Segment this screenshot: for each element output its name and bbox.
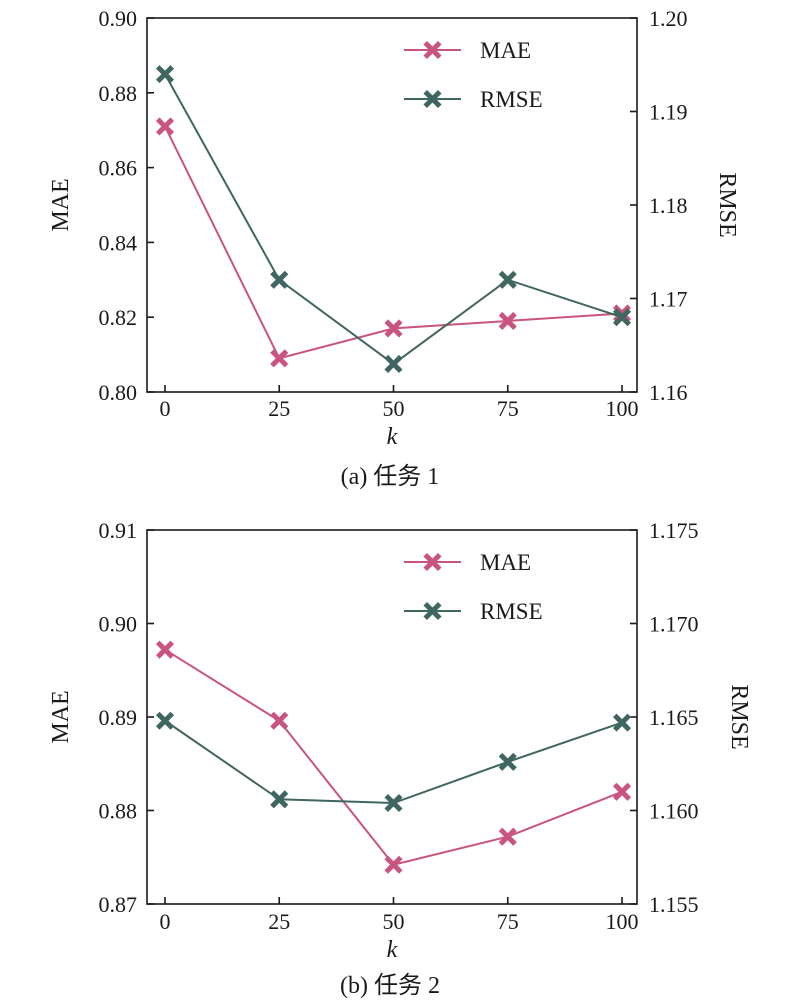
left-y-tick-label: 0.88 xyxy=(99,81,138,106)
right-y-axis-label: RMSE xyxy=(714,172,740,237)
legend-label-mae: MAE xyxy=(480,38,531,63)
chart-panel-b: 0 25 50 75 100 0.87 0.88 0.89 0.90 0.91 1.155 1.160… xyxy=(48,518,752,999)
left-y-tick-label: 0.90 xyxy=(99,6,138,31)
series-line-mae xyxy=(164,648,623,866)
data-point-rmse xyxy=(155,65,175,84)
x-tick-label: 25 xyxy=(268,909,290,934)
left-y-tick-label: 0.89 xyxy=(99,705,138,730)
data-point-rmse xyxy=(612,713,632,732)
data-point-mae xyxy=(384,319,403,338)
left-y-tick-label: 0.87 xyxy=(99,892,138,917)
x-axis-label: k xyxy=(387,424,398,450)
data-point-mae xyxy=(270,349,289,368)
data-point-mae xyxy=(155,640,175,659)
right-y-axis-label: RMSE xyxy=(726,684,752,749)
legend-marker-mae xyxy=(423,40,442,60)
legend-label-rmse: RMSE xyxy=(480,87,543,112)
data-point-mae xyxy=(612,782,632,801)
left-y-axis-label: MAE xyxy=(48,178,74,231)
right-y-tick-label: 1.17 xyxy=(649,287,688,312)
series-line-rmse xyxy=(164,719,623,805)
left-y-tick-label: 0.90 xyxy=(99,612,138,637)
data-point-rmse xyxy=(155,711,175,730)
data-point-rmse xyxy=(498,270,517,289)
legend-marker-mae xyxy=(423,552,442,572)
data-point-mae xyxy=(384,855,403,874)
left-y-tick-label: 0.91 xyxy=(99,518,138,543)
series-line-mae xyxy=(164,126,623,360)
x-tick-label: 100 xyxy=(606,909,639,934)
right-y-tick-label: 1.170 xyxy=(649,612,699,637)
right-y-tick-label: 1.16 xyxy=(649,380,688,405)
plot-frame xyxy=(146,17,638,393)
left-y-tick-label: 0.88 xyxy=(99,799,138,824)
data-point-mae xyxy=(498,827,517,846)
data-point-rmse xyxy=(270,270,289,289)
legend-marker-rmse xyxy=(423,601,442,621)
data-point-mae xyxy=(270,711,289,730)
right-y-tick-label: 1.20 xyxy=(649,6,688,31)
right-y-tick-label: 1.175 xyxy=(649,518,699,543)
legend-label-rmse: RMSE xyxy=(480,599,543,624)
plot-frame xyxy=(146,529,638,905)
left-y-tick-label: 0.82 xyxy=(99,305,138,330)
legend: MAE RMSE xyxy=(404,550,543,624)
legend: MAE RMSE xyxy=(404,38,543,112)
data-point-mae xyxy=(498,311,517,330)
panel-caption: (a) 任务 1 xyxy=(341,463,440,490)
data-point-rmse xyxy=(612,308,632,327)
x-tick-label: 50 xyxy=(383,396,405,421)
left-y-tick-label: 0.86 xyxy=(99,156,138,181)
right-y-tick-label: 1.165 xyxy=(649,705,699,730)
left-y-tick-label: 0.80 xyxy=(99,380,138,405)
right-y-tick-label: 1.19 xyxy=(649,100,688,125)
right-y-tick-label: 1.18 xyxy=(649,193,688,218)
series-line-rmse xyxy=(164,73,623,366)
panel-caption: (b) 任务 2 xyxy=(340,972,440,999)
right-y-tick-label: 1.160 xyxy=(649,799,699,824)
data-point-rmse xyxy=(384,354,403,373)
x-tick-label: 0 xyxy=(160,909,171,934)
left-y-axis-label: MAE xyxy=(48,690,74,743)
data-point-rmse xyxy=(384,793,403,813)
x-tick-label: 50 xyxy=(383,909,405,934)
legend-marker-rmse xyxy=(423,89,442,109)
legend-label-mae: MAE xyxy=(480,550,531,575)
right-y-tick-label: 1.155 xyxy=(649,892,699,917)
x-tick-label: 75 xyxy=(497,396,519,421)
x-axis-label: k xyxy=(387,937,398,963)
left-y-tick-label: 0.84 xyxy=(99,230,138,255)
data-point-mae xyxy=(155,117,175,136)
x-tick-label: 75 xyxy=(497,909,519,934)
data-point-rmse xyxy=(498,752,517,771)
chart-panel-a: 0 25 50 75 100 0.80 0.82 0.84 0.86 0.88 0.90 1.16 1.… xyxy=(48,6,740,490)
x-tick-label: 25 xyxy=(268,396,290,421)
data-point-rmse xyxy=(270,790,289,809)
x-tick-label: 0 xyxy=(160,396,171,421)
data-point-mae xyxy=(612,304,632,323)
x-tick-label: 100 xyxy=(606,396,639,421)
